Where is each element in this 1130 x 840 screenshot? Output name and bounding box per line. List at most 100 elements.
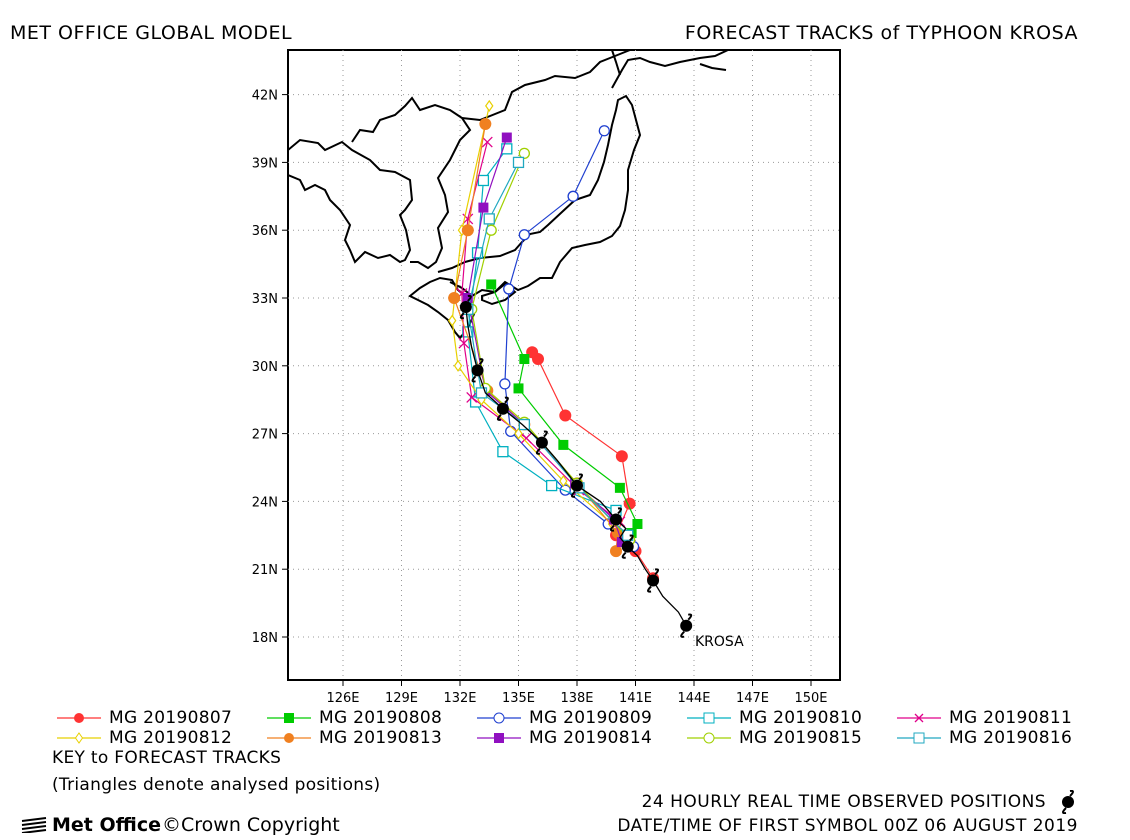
legend-swatch-icon <box>57 713 101 723</box>
lon-tick-label: 129E <box>385 691 418 706</box>
legend-swatch-icon <box>267 713 311 723</box>
track-marker <box>559 475 568 488</box>
typhoon-symbol-arm <box>654 568 660 576</box>
map-frame <box>287 49 841 681</box>
lat-tick-label: 24N <box>252 495 278 510</box>
typhoon-symbol-core <box>496 402 509 415</box>
coastline-hokkaido <box>611 50 729 89</box>
lat-tick-label: 36N <box>252 224 278 239</box>
typhoon-symbol-arm <box>496 414 502 421</box>
track-marker <box>497 446 509 458</box>
track-marker <box>471 247 484 259</box>
lon-tick-label: 138E <box>560 691 593 706</box>
crown-copyright: ©Crown Copyright <box>162 814 340 836</box>
legend-entry: MG 20190808 <box>265 708 442 728</box>
legend-entry: MG 20190813 <box>265 728 442 748</box>
lon-tick-label: 144E <box>677 691 710 706</box>
legend-entry: MG 20190816 <box>895 728 1072 748</box>
coastline-sakhalin <box>611 50 621 76</box>
observed-positions-note: 24 HOURLY REAL TIME OBSERVED POSITIONS <box>641 789 1078 815</box>
track-marker <box>458 337 470 349</box>
chart-title-left: MET OFFICE GLOBAL MODEL <box>10 22 293 44</box>
coastline-kyushu <box>408 276 476 340</box>
track-marker <box>448 292 461 304</box>
legend-swatch-icon <box>687 712 731 724</box>
legend-entry: MG 20190814 <box>475 728 652 748</box>
observed-positions-text: 24 HOURLY REAL TIME OBSERVED POSITIONS <box>641 792 1047 812</box>
legend-label: MG 20190816 <box>949 728 1073 748</box>
typhoon-symbol-core <box>621 540 634 553</box>
track-marker <box>512 156 525 169</box>
observed-track <box>459 294 693 638</box>
track-marker <box>567 190 579 202</box>
legend-swatch-icon <box>897 732 941 744</box>
legend-label: MG 20190814 <box>529 728 653 748</box>
track-marker <box>453 359 463 372</box>
typhoon-symbol-arm <box>687 613 693 621</box>
met-office-logo-text: Met Office <box>52 814 161 836</box>
legend-marker <box>284 713 294 723</box>
typhoon-symbol-core <box>535 436 548 449</box>
legend-label: MG 20190812 <box>109 728 233 748</box>
track-marker <box>462 213 474 225</box>
track-marker <box>615 450 628 463</box>
typhoon-symbol-arm <box>504 396 509 404</box>
typhoon-symbol-core <box>610 513 622 526</box>
legend-label: MG 20190813 <box>319 728 443 748</box>
legend-marker <box>74 732 84 744</box>
typhoon-symbol <box>610 507 622 532</box>
typhoon-symbol <box>571 473 583 498</box>
legend-label: MG 20190807 <box>109 708 233 728</box>
typhoon-symbol <box>647 568 660 593</box>
met-office-logo-icon <box>21 817 47 833</box>
track-marker <box>479 117 492 130</box>
legend-entry: MG 20190811 <box>895 708 1072 728</box>
track-marker <box>501 132 512 143</box>
forecast-track <box>499 125 640 553</box>
track-marker <box>447 314 457 327</box>
track-marker <box>519 354 530 365</box>
typhoon-symbol <box>680 613 693 638</box>
typhoon-symbol-arm <box>628 534 634 542</box>
lon-tick-label: 126E <box>326 691 359 706</box>
typhoon-symbol-arm <box>578 473 583 481</box>
forecast-track-line <box>451 105 613 525</box>
track-marker <box>466 391 478 403</box>
typhoon-symbol <box>459 294 472 320</box>
legend-swatch-icon <box>477 733 521 743</box>
track-marker <box>546 479 558 492</box>
legend-entry: MG 20190807 <box>55 708 232 728</box>
chart-title-right: FORECAST TRACKS of TYPHOON KROSA <box>684 22 1078 44</box>
legend-entry: MG 20190815 <box>685 728 862 748</box>
track-marker <box>598 125 610 137</box>
lon-tick-label: 150E <box>794 691 827 706</box>
typhoon-symbol <box>535 430 548 455</box>
typhoon-symbol-core <box>680 619 693 632</box>
typhoon-symbol-core <box>571 479 583 492</box>
track-marker <box>559 409 572 422</box>
typhoon-symbol-arm <box>647 585 652 593</box>
typhoon-symbol-core <box>471 364 484 377</box>
legend-marker <box>493 712 505 724</box>
typhoon-symbol-core <box>459 301 472 314</box>
axis-labels: 126E 129E 132E 135E 138E 141E 144E 147E 150E 42N 3… <box>252 89 828 706</box>
legend-label: MG 20190809 <box>529 708 653 728</box>
legend-label: MG 20190808 <box>319 708 443 728</box>
typhoon-symbol-arm <box>610 524 615 532</box>
track-marker <box>518 418 530 431</box>
track-marker <box>614 482 625 493</box>
track-marker <box>616 537 627 548</box>
typhoon-symbol-arm <box>535 447 541 455</box>
track-marker <box>477 174 490 187</box>
track-marker <box>610 545 622 558</box>
legend-key-title: KEY to FORECAST TRACKS <box>52 748 282 768</box>
typhoon-symbol-arm <box>478 358 484 366</box>
track-marker <box>485 99 494 112</box>
track-marker <box>559 484 571 496</box>
legend-label: MG 20190815 <box>739 728 863 748</box>
track-marker <box>632 519 643 529</box>
typhoon-symbol <box>471 358 484 383</box>
track-marker <box>518 229 530 241</box>
legend-marker <box>914 713 924 723</box>
track-marker <box>499 378 511 390</box>
